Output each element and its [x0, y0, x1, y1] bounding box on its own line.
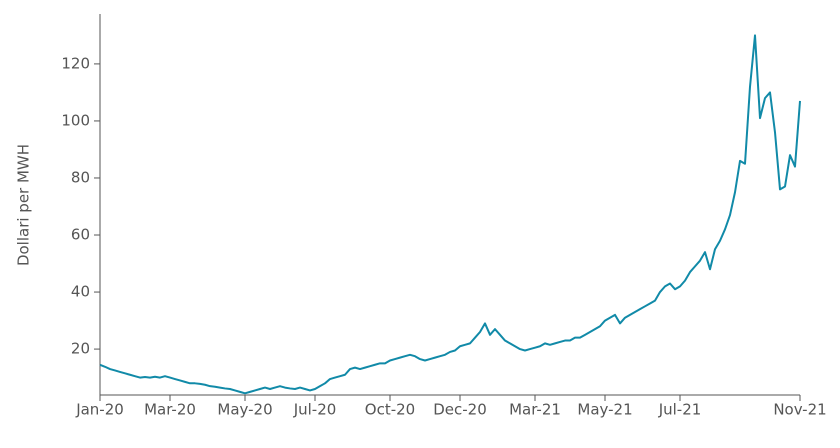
x-tick-label: Jul-21	[658, 401, 702, 419]
y-tick-label: 40	[71, 283, 90, 301]
y-tick-label: 20	[71, 340, 90, 358]
x-tick-label: Nov-21	[773, 401, 826, 419]
x-tick-label: Oct-20	[365, 401, 415, 419]
x-tick-label: May-20	[217, 401, 272, 419]
x-tick-label: May-21	[577, 401, 632, 419]
y-tick-label: 60	[71, 226, 90, 244]
x-tick-label: Dec-20	[433, 401, 487, 419]
x-tick-label: Mar-21	[509, 401, 561, 419]
x-tick-label: Jul-20	[293, 401, 337, 419]
x-tick-label: Jan-20	[75, 401, 124, 419]
y-tick-label: 80	[71, 168, 90, 186]
y-axis-label: Dollari per MWH	[15, 144, 33, 266]
line	[99, 34, 801, 395]
x-tick-label: Mar-20	[144, 401, 196, 419]
y-tick-label: 100	[61, 111, 90, 129]
y-tick-label: 120	[61, 54, 90, 72]
